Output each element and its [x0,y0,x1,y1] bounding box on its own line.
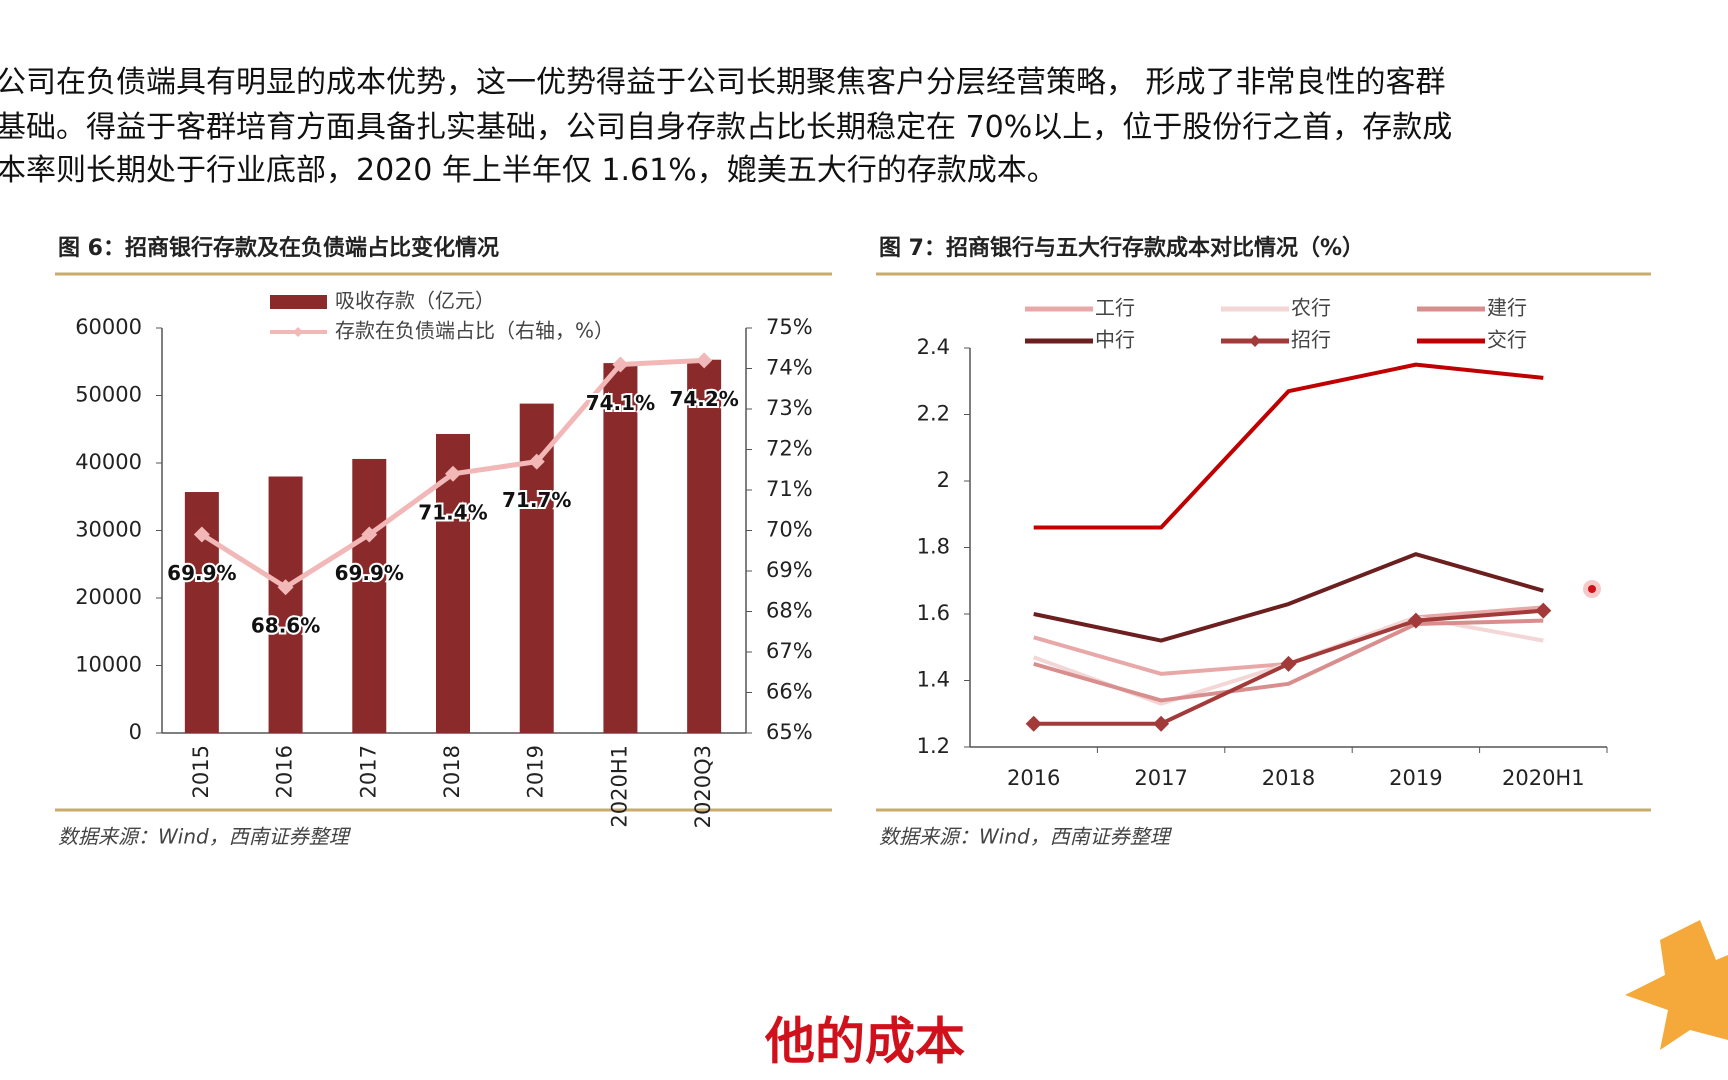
leaf-decoration [1625,920,1728,1050]
chart-title: 图 6：招商银行存款及在负债端占比变化情况 [58,235,499,261]
legend-swatch [1249,335,1261,347]
y-tick-label: 0 [129,720,142,744]
y2-tick-label: 69% [766,558,813,582]
line-marker [1280,655,1297,672]
chart-source: 数据来源：Wind，西南证券整理 [58,825,352,849]
x-tick-label: 2018 [1262,766,1315,790]
y2-tick-label: 74% [766,356,813,380]
chart-title: 图 7：招商银行与五大行存款成本对比情况（%） [879,235,1364,261]
line-marker [528,453,545,470]
y-tick-label: 20000 [75,585,142,609]
paragraph-line: 基础。得益于客群培育方面具备扎实基础，公司自身存款占比长期稳定在 70%以上，位… [0,110,1452,145]
line-marker [696,352,713,369]
y-tick-label: 60000 [75,315,142,339]
y2-tick-label: 66% [766,680,813,704]
legend-label: 交行 [1487,328,1527,352]
legend-swatch [293,327,303,337]
legend-label: 建行 [1487,296,1527,320]
value-label: 68.6% [251,614,320,638]
y2-tick-label: 70% [766,518,813,542]
value-label: 74.2% [669,387,738,411]
x-tick-label: 2017 [356,745,380,798]
legend-label: 农行 [1291,296,1331,320]
x-tick-label: 2015 [189,745,213,798]
line-marker [277,579,294,596]
x-tick-label: 2019 [524,745,548,798]
y-tick-label: 40000 [75,450,142,474]
y-tick-label: 2.2 [917,402,950,426]
value-label: 71.4% [418,500,487,524]
legend-label: 招行 [1291,328,1331,352]
legend-label: 中行 [1095,328,1135,352]
line-marker [612,356,629,373]
line-marker [1535,602,1552,619]
value-label: 74.1% [586,391,655,415]
series-line [1033,618,1544,703]
line-marker [193,526,210,543]
paragraph-line: 公司在负债端具有明显的成本优势，这一优势得益于公司长期聚焦客户分层经营策略， 形… [0,65,1446,100]
y-tick-label: 1.8 [917,535,950,559]
legend-label: 存款在负债端占比（右轴，%） [335,319,614,343]
x-tick-label: 2019 [1389,766,1442,790]
x-tick-label: 2018 [440,745,464,798]
y2-tick-label: 67% [766,639,813,663]
y-tick-label: 1.2 [917,734,950,758]
paragraph-line: 本率则长期处于行业底部，2020 年上半年仅 1.61%，媲美五大行的存款成本。 [0,153,1057,188]
line-marker [1407,612,1424,629]
y-tick-label: 1.4 [917,668,950,692]
y2-tick-label: 75% [766,315,813,339]
y2-tick-label: 68% [766,599,813,623]
bar [352,458,387,733]
y-tick-label: 30000 [75,518,142,542]
y-tick-label: 2.4 [917,335,950,359]
chart-source: 数据来源：Wind，西南证券整理 [879,825,1173,849]
x-tick-label: 2020Q3 [691,745,715,828]
y2-tick-label: 71% [766,477,813,501]
bar [603,363,638,733]
subtitle-caption: 他的成本 [764,1013,965,1071]
bar [268,476,303,733]
value-label: 69.9% [335,561,404,585]
y2-tick-label: 65% [766,720,813,744]
legend-label: 工行 [1095,296,1135,320]
x-tick-label: 2017 [1134,766,1187,790]
bar [519,403,554,733]
legend-swatch [270,295,327,309]
y-tick-label: 1.6 [917,601,950,625]
y-tick-label: 10000 [75,653,142,677]
value-label: 69.9% [167,561,236,585]
line-marker [361,526,378,543]
line-marker [445,465,461,482]
y2-tick-label: 73% [766,396,813,420]
y-tick-label: 2 [937,468,950,492]
x-tick-label: 2016 [273,745,297,798]
value-label: 71.7% [502,488,571,512]
series-line [1033,362,1544,530]
series-line [1033,552,1544,643]
line-marker [1153,715,1170,732]
x-tick-label: 2020H1 [1502,766,1585,790]
bar [687,359,722,733]
y2-tick-label: 72% [766,437,813,461]
x-tick-label: 2016 [1007,766,1060,790]
line-marker [1025,715,1042,732]
y-tick-label: 50000 [75,383,142,407]
x-tick-label: 2020H1 [607,745,631,828]
cursor-dot [1588,585,1596,593]
legend-label: 吸收存款（亿元） [335,289,495,313]
